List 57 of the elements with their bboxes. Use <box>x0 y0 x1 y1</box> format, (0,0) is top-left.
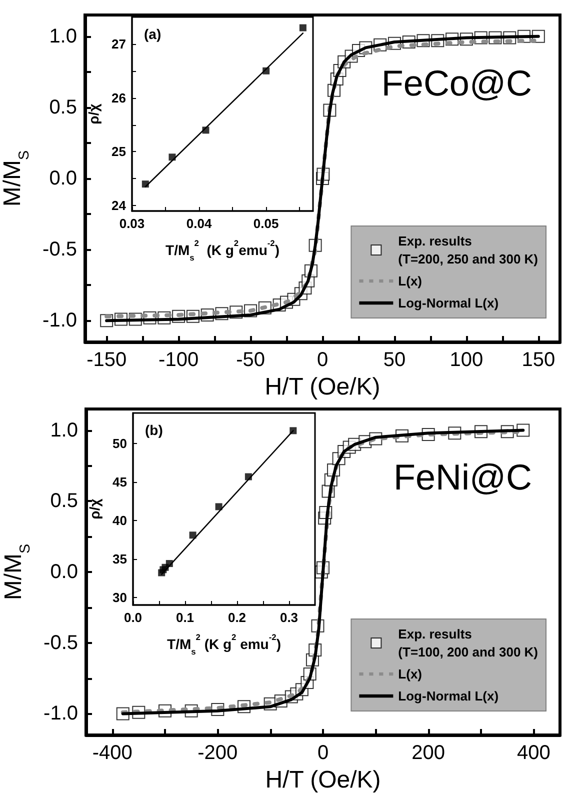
y-tick-label: 0.0 <box>49 168 77 190</box>
x-tick-label: 150 <box>522 349 556 371</box>
point <box>189 532 196 539</box>
y-tick-label: 0.0 <box>50 561 78 583</box>
annotation: (b) <box>145 422 163 438</box>
y-tick-label: 0.5 <box>50 490 78 512</box>
x-tick-label: 400 <box>516 742 550 764</box>
x-tick-label: -150 <box>86 349 127 371</box>
x-tick-label: 0 <box>317 742 329 764</box>
annotation: (a) <box>144 26 162 42</box>
legend-label: Log-Normal L(x) <box>398 688 499 704</box>
legend-label: L(x) <box>398 666 422 682</box>
y-tick-label: 27 <box>112 36 126 52</box>
y-tick-label: 45 <box>112 474 127 490</box>
x-tick-label: 0.3 <box>280 610 298 625</box>
point <box>215 503 222 510</box>
y-tick-label: 1.0 <box>50 419 78 442</box>
x-tick-label: 0.0 <box>124 610 142 625</box>
y-tick-label: 50 <box>112 436 127 452</box>
y-tick-label: 30 <box>112 590 127 605</box>
x-axis-title: H/T (Oe/K) <box>264 374 380 401</box>
x-tick-label: 100 <box>450 349 484 371</box>
x-axis-title: H/T (Oe/K) <box>265 766 381 794</box>
x-tick-label: 0.04 <box>186 216 212 231</box>
point <box>299 24 306 32</box>
x-tick-label: -50 <box>236 349 265 371</box>
y-tick-label: 25 <box>112 144 126 160</box>
y-tick-label: -0.5 <box>44 632 78 654</box>
y-axis-title: M/MS <box>0 150 33 207</box>
y-tick-label: -0.5 <box>42 238 77 261</box>
y-tick-label: 1.0 <box>49 25 77 48</box>
legend-label: Exp. results (T=100, 200 and 300 K) <box>398 626 538 660</box>
x-tick-label: 0.1 <box>176 610 194 625</box>
x-tick-label: -200 <box>198 742 238 764</box>
legend-label: L(x) <box>398 274 422 288</box>
legend-label: Log-Normal L(x) <box>398 296 499 310</box>
annotation: FeNi@C <box>393 456 532 498</box>
x-tick-label: 0.03 <box>119 216 145 231</box>
y-axis-title: ρ/χ <box>86 104 102 124</box>
y-tick-label: -1.0 <box>44 702 78 725</box>
y-tick-label: 24 <box>112 198 127 214</box>
y-axis-title: M/MS <box>0 544 34 600</box>
x-tick-label: -400 <box>92 742 132 764</box>
y-tick-label: 26 <box>112 90 126 106</box>
x-tick-label: 0.05 <box>253 216 279 231</box>
x-tick-label: 200 <box>412 742 446 764</box>
annotation: FeCo@C <box>381 62 532 104</box>
y-tick-label: 0.5 <box>49 96 77 118</box>
y-tick-label: 40 <box>112 513 127 528</box>
x-tick-label: -100 <box>158 349 199 371</box>
x-tick-label: 0 <box>316 349 328 371</box>
y-axis-title: ρ/χ <box>86 498 103 520</box>
legend-label: Exp. results (T=200, 250 and 300 K) <box>398 234 538 266</box>
y-tick-label: -1.0 <box>42 310 77 332</box>
x-tick-label: 0.2 <box>228 610 246 625</box>
x-tick-label: 50 <box>383 349 406 371</box>
y-tick-label: 35 <box>112 551 127 566</box>
